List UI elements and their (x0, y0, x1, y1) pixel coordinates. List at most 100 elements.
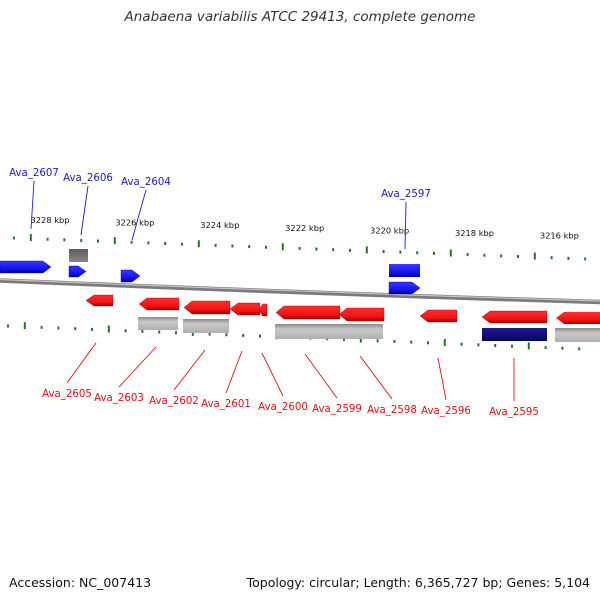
gene-label-ava_2602[interactable]: Ava_2602 (149, 396, 199, 407)
gene-arrow-ava_2605[interactable] (85, 294, 114, 307)
scale-tick-upper (349, 248, 351, 252)
scale-tick-upper (399, 250, 402, 254)
gene-label-ava_2604[interactable]: Ava_2604 (121, 177, 171, 188)
gene-label-ava_2605[interactable]: Ava_2605 (42, 389, 92, 400)
scale-tick-lower (511, 344, 513, 348)
genome-backbone (0, 278, 600, 305)
gene-label-ava_2606[interactable]: Ava_2606 (63, 173, 113, 184)
scale-tick-upper (517, 254, 519, 258)
feature-block (275, 324, 383, 339)
scale-tick-lower (561, 346, 564, 350)
scale-tick-upper (164, 242, 167, 246)
scale-tick-upper (365, 246, 368, 254)
scale-tick-upper (466, 253, 469, 257)
scale-tick-upper (46, 237, 49, 241)
gene-label-ava_2597[interactable]: Ava_2597 (381, 189, 431, 200)
gene-arrow-ava_2601[interactable] (229, 302, 261, 316)
scale-tick-upper (265, 245, 267, 249)
gene-label-ava_2600[interactable]: Ava_2600 (258, 402, 308, 413)
scale-tick-lower (225, 333, 228, 337)
scale-tick-lower (410, 340, 413, 344)
feature-track (69, 249, 600, 342)
scale-tick-lower (359, 335, 362, 343)
selected-gene-highlight (482, 328, 547, 341)
gene-leader-line (225, 350, 243, 394)
scale-tick-lower (343, 337, 345, 341)
gene-label-ava_2598[interactable]: Ava_2598 (367, 405, 417, 416)
gene-arrow-ava_2606[interactable] (68, 265, 87, 278)
scale-ticks-upper (13, 234, 587, 261)
feature-block (389, 264, 420, 277)
scale-label: 3224 kbp (200, 220, 239, 230)
gene-label-ava_2595[interactable]: Ava_2595 (489, 407, 539, 418)
scale-tick-upper (567, 256, 570, 260)
gene-leader-line (404, 201, 407, 250)
gene-label-ava_2607[interactable]: Ava_2607 (9, 168, 59, 179)
scale-tick-lower (175, 331, 177, 335)
scale-label: 3220 kbp (370, 225, 409, 235)
feature-block (183, 319, 229, 333)
scale-tick-upper (147, 241, 150, 245)
scale-tick-upper (281, 243, 284, 251)
scale-tick-upper (433, 251, 435, 255)
scale-tick-upper (248, 245, 251, 249)
gene-arrow-ava_2607[interactable] (0, 260, 52, 274)
scale-tick-lower (393, 339, 396, 343)
gene-label-ava_2601[interactable]: Ava_2601 (201, 399, 251, 410)
gene-arrow-ava_2602[interactable] (183, 300, 231, 315)
scale-tick-upper (298, 246, 301, 250)
gene-leader-line (304, 353, 338, 399)
gene-label-ava_2603[interactable]: Ava_2603 (94, 393, 144, 404)
scale-tick-lower (427, 341, 429, 345)
gene-label-ava_2596[interactable]: Ava_2596 (421, 406, 471, 417)
scale-tick-upper (181, 242, 183, 246)
scale-tick-upper (382, 250, 385, 254)
gene-arrow-ava_2597[interactable] (388, 281, 421, 295)
scale-label: 3226 kbp (115, 218, 154, 228)
scale-tick-upper (550, 256, 553, 260)
gene-leader-line (131, 189, 147, 241)
gene-labels: Ava_2607 Ava_2606 Ava_2604 Ava_2597 Ava_2605… (9, 168, 539, 418)
genome-title: Anabaena variabilis ATCC 29413, complete… (124, 9, 476, 25)
scale-tick-lower (124, 329, 127, 333)
gene-arrow-ava_2600[interactable] (258, 303, 268, 317)
scale-tick-upper (113, 237, 116, 245)
scale-tick-lower (477, 343, 480, 347)
gene-arrow-ava_2595[interactable] (481, 310, 548, 324)
scale-tick-lower (259, 334, 261, 338)
scale-tick-lower (208, 332, 211, 336)
gene-label-ava_2599[interactable]: Ava_2599 (312, 404, 362, 415)
scale-label: 3222 kbp (285, 223, 324, 233)
genome-backbone-highlight (0, 278, 600, 302)
scale-tick-upper (130, 240, 133, 244)
scale-tick-upper (80, 238, 83, 242)
scale-labels: 3228 kbp 3226 kbp 3224 kbp 3222 kbp 3220 kbp… (30, 215, 578, 241)
scale-tick-lower (40, 325, 43, 329)
scale-tick-lower (443, 338, 446, 346)
scale-tick-upper (214, 243, 217, 247)
scale-tick-upper (483, 253, 486, 257)
scale-label: 3218 kbp (455, 228, 494, 238)
scale-tick-lower (107, 325, 110, 333)
gene-arrow-ava_2604[interactable] (120, 269, 141, 283)
scale-tick-upper (197, 240, 200, 248)
gene-arrow-ava_2598[interactable] (338, 307, 385, 322)
gene-leader-line (359, 355, 393, 400)
scale-tick-upper (315, 247, 318, 251)
scale-tick-lower (74, 327, 77, 331)
scale-label: 3216 kbp (540, 231, 579, 241)
scale-tick-upper (29, 234, 32, 242)
feature-block (555, 328, 600, 342)
gene-arrow-partial[interactable] (556, 312, 600, 324)
scale-tick-lower (376, 339, 379, 343)
scale-tick-lower (57, 326, 60, 330)
gene-arrow-ava_2596[interactable] (419, 309, 458, 323)
accession-label: Accession: NC_007413 (9, 575, 152, 590)
gene-leader-line (173, 349, 206, 391)
gene-arrow-ava_2603[interactable] (138, 297, 180, 311)
scale-tick-lower (242, 333, 245, 337)
scale-tick-lower (578, 347, 581, 351)
gene-arrow-ava_2599[interactable] (275, 305, 341, 320)
scale-tick-upper (584, 257, 587, 261)
